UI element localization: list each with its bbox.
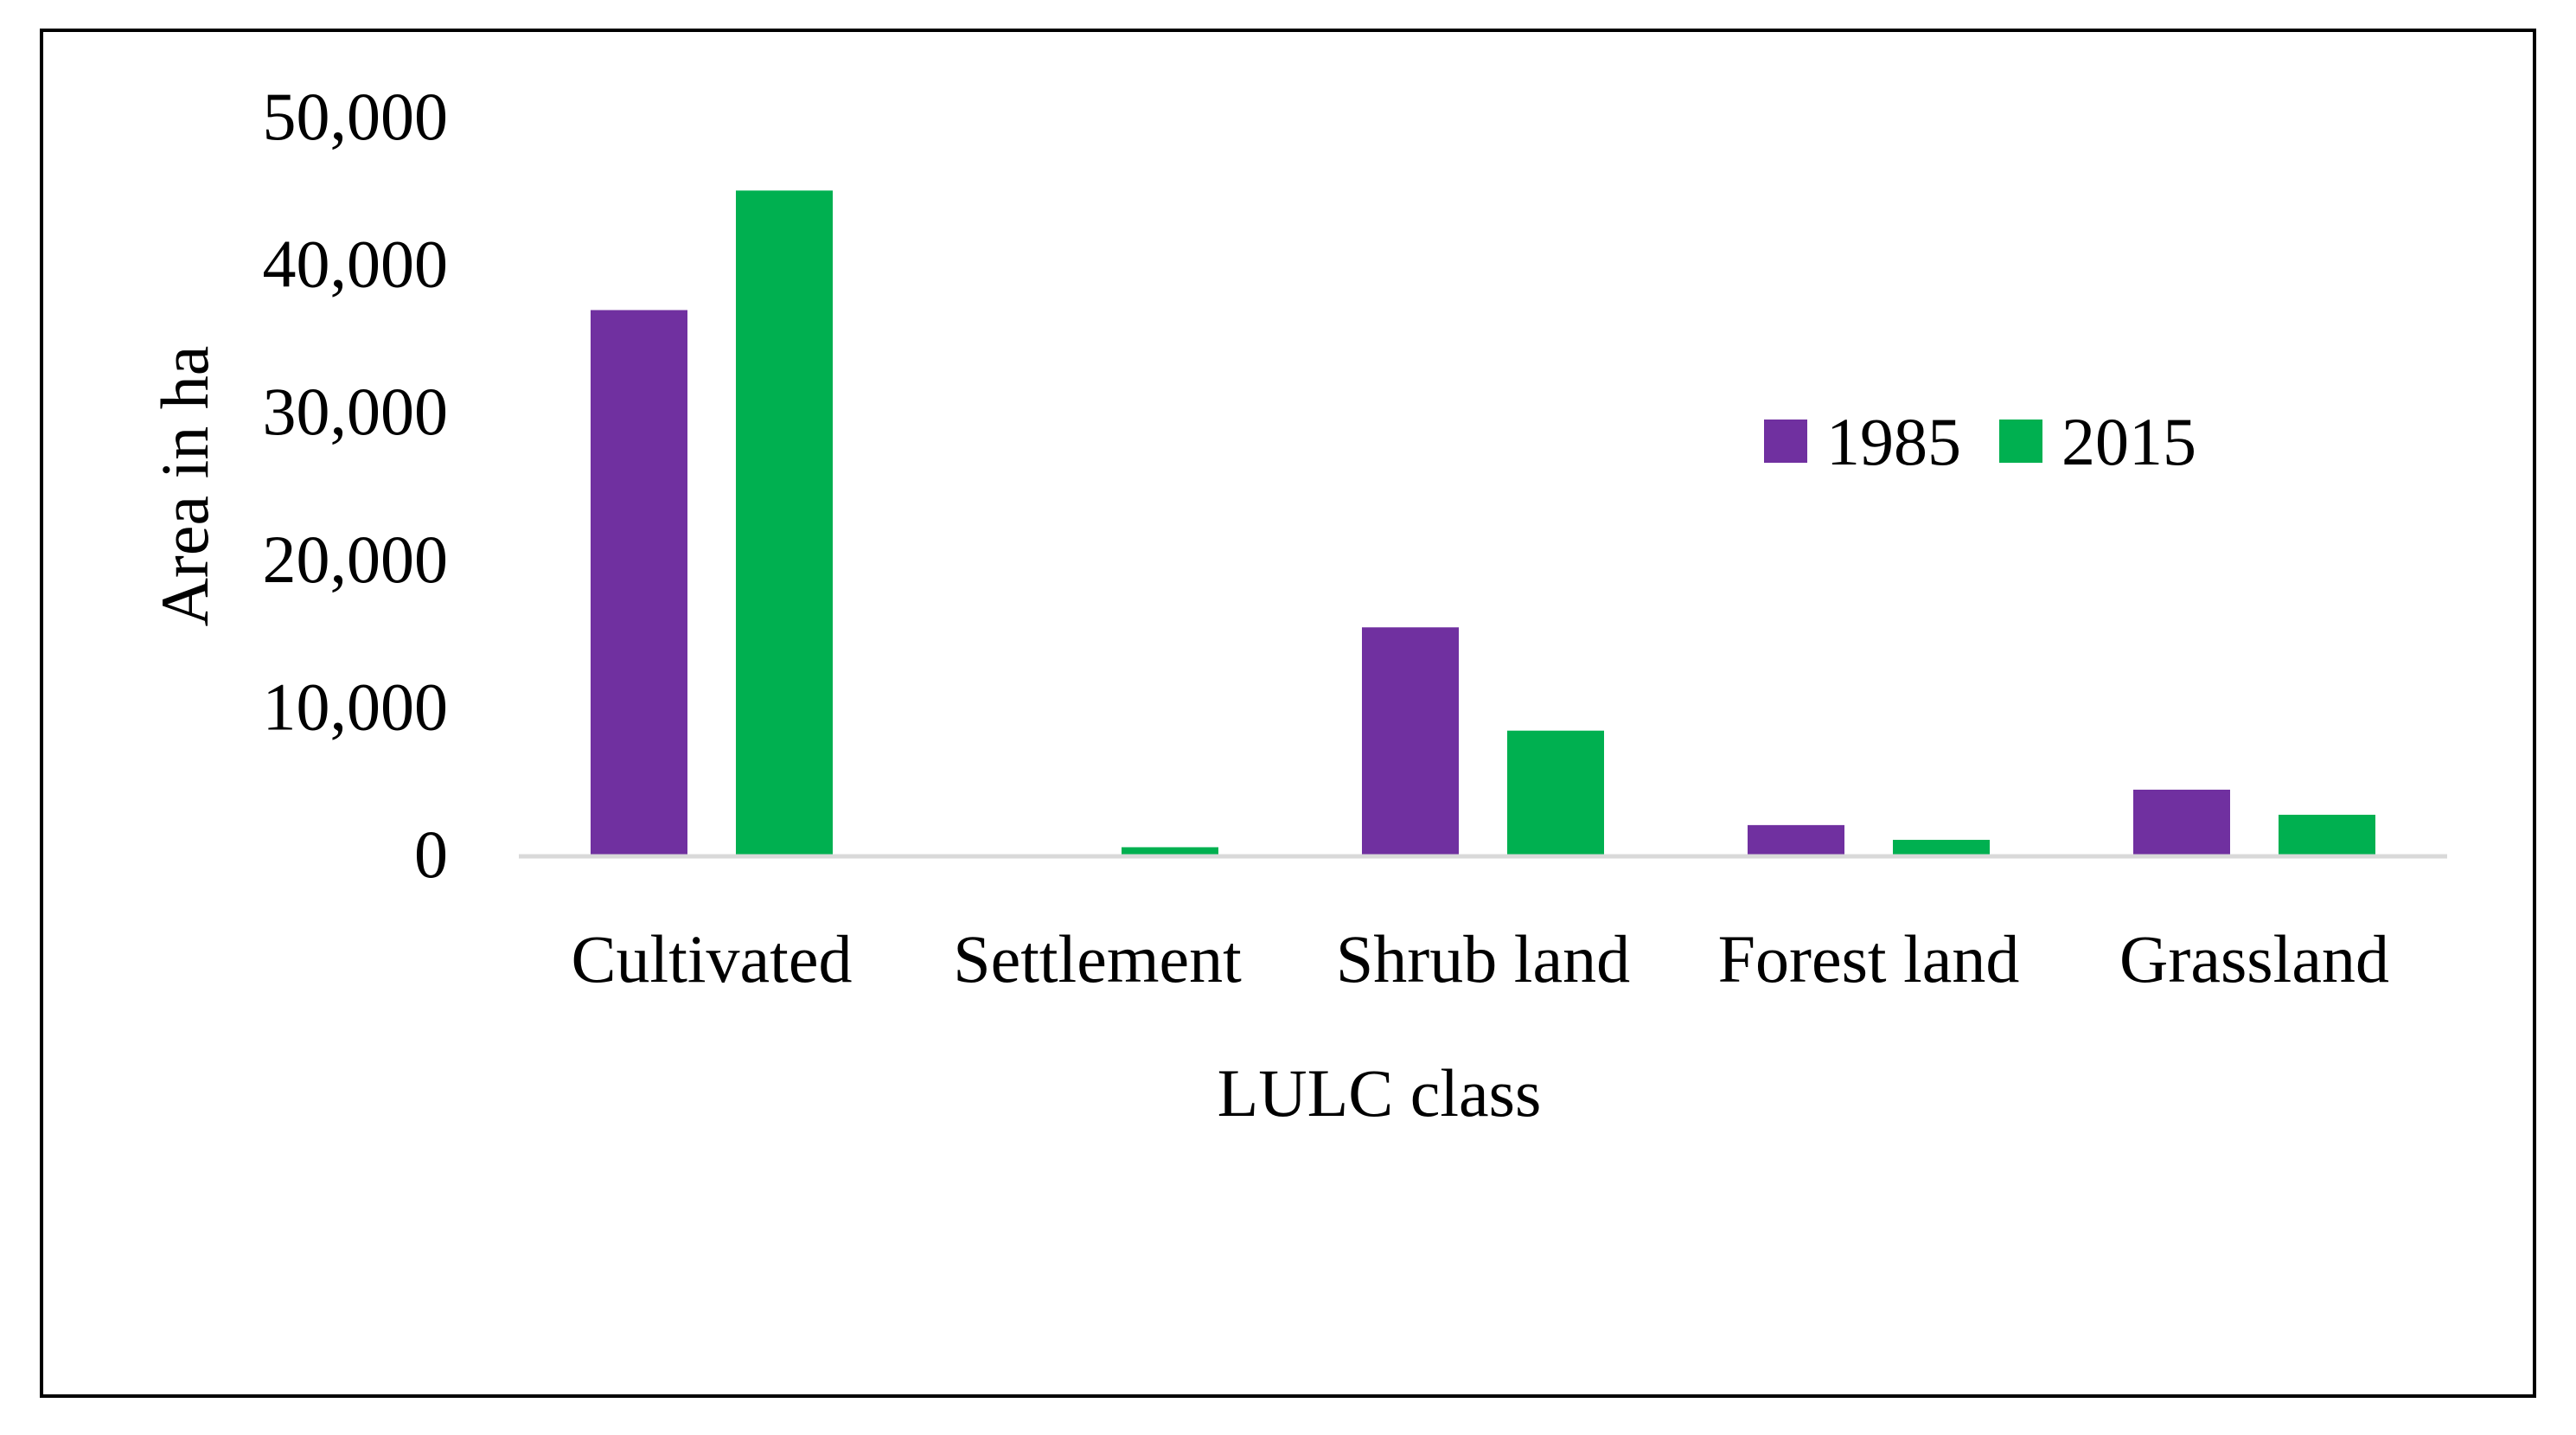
- y-axis-title: Area in ha: [147, 346, 222, 627]
- y-tick-label: 50,000: [263, 79, 449, 154]
- y-tick-label: 30,000: [263, 374, 449, 449]
- x-category-label: Shrub land: [1336, 921, 1630, 996]
- legend-label-2015: 2015: [2061, 404, 2196, 479]
- x-category-label: Forest land: [1718, 921, 2020, 996]
- bar-1985-shrub-land: [1362, 627, 1459, 855]
- bar-1985-forest-land: [1748, 824, 1844, 855]
- bar-1985-cultivated: [591, 310, 687, 855]
- y-tick-label: 10,000: [263, 669, 449, 744]
- legend-swatch-2015: [1999, 420, 2042, 463]
- legend-swatch-1985: [1764, 420, 1807, 463]
- x-category-label: Cultivated: [572, 921, 853, 996]
- y-axis-ticks: 0 10,000 20,000 30,000 40,000 50,000: [263, 79, 449, 892]
- bar-2015-settlement: [1122, 847, 1218, 855]
- chart-frame: [40, 29, 2536, 1398]
- legend-label-1985: 1985: [1826, 404, 1961, 479]
- x-category-label: Grassland: [2119, 921, 2389, 996]
- bars: [591, 190, 2375, 855]
- y-tick-label: 40,000: [263, 227, 449, 302]
- x-axis-categories: Cultivated Settlement Shrub land Forest lan…: [572, 921, 2389, 996]
- bar-2015-cultivated: [736, 190, 833, 855]
- x-axis-title: LULC class: [1218, 1055, 1542, 1131]
- legend: 1985 2015: [1764, 404, 2196, 479]
- x-category-label: Settlement: [953, 921, 1242, 996]
- bar-1985-grassland: [2133, 789, 2230, 855]
- bar-2015-grassland: [2279, 814, 2375, 855]
- bar-2015-shrub-land: [1507, 730, 1604, 855]
- y-tick-label: 20,000: [263, 522, 449, 597]
- bar-2015-forest-land: [1893, 839, 1990, 855]
- y-tick-label: 0: [414, 817, 448, 892]
